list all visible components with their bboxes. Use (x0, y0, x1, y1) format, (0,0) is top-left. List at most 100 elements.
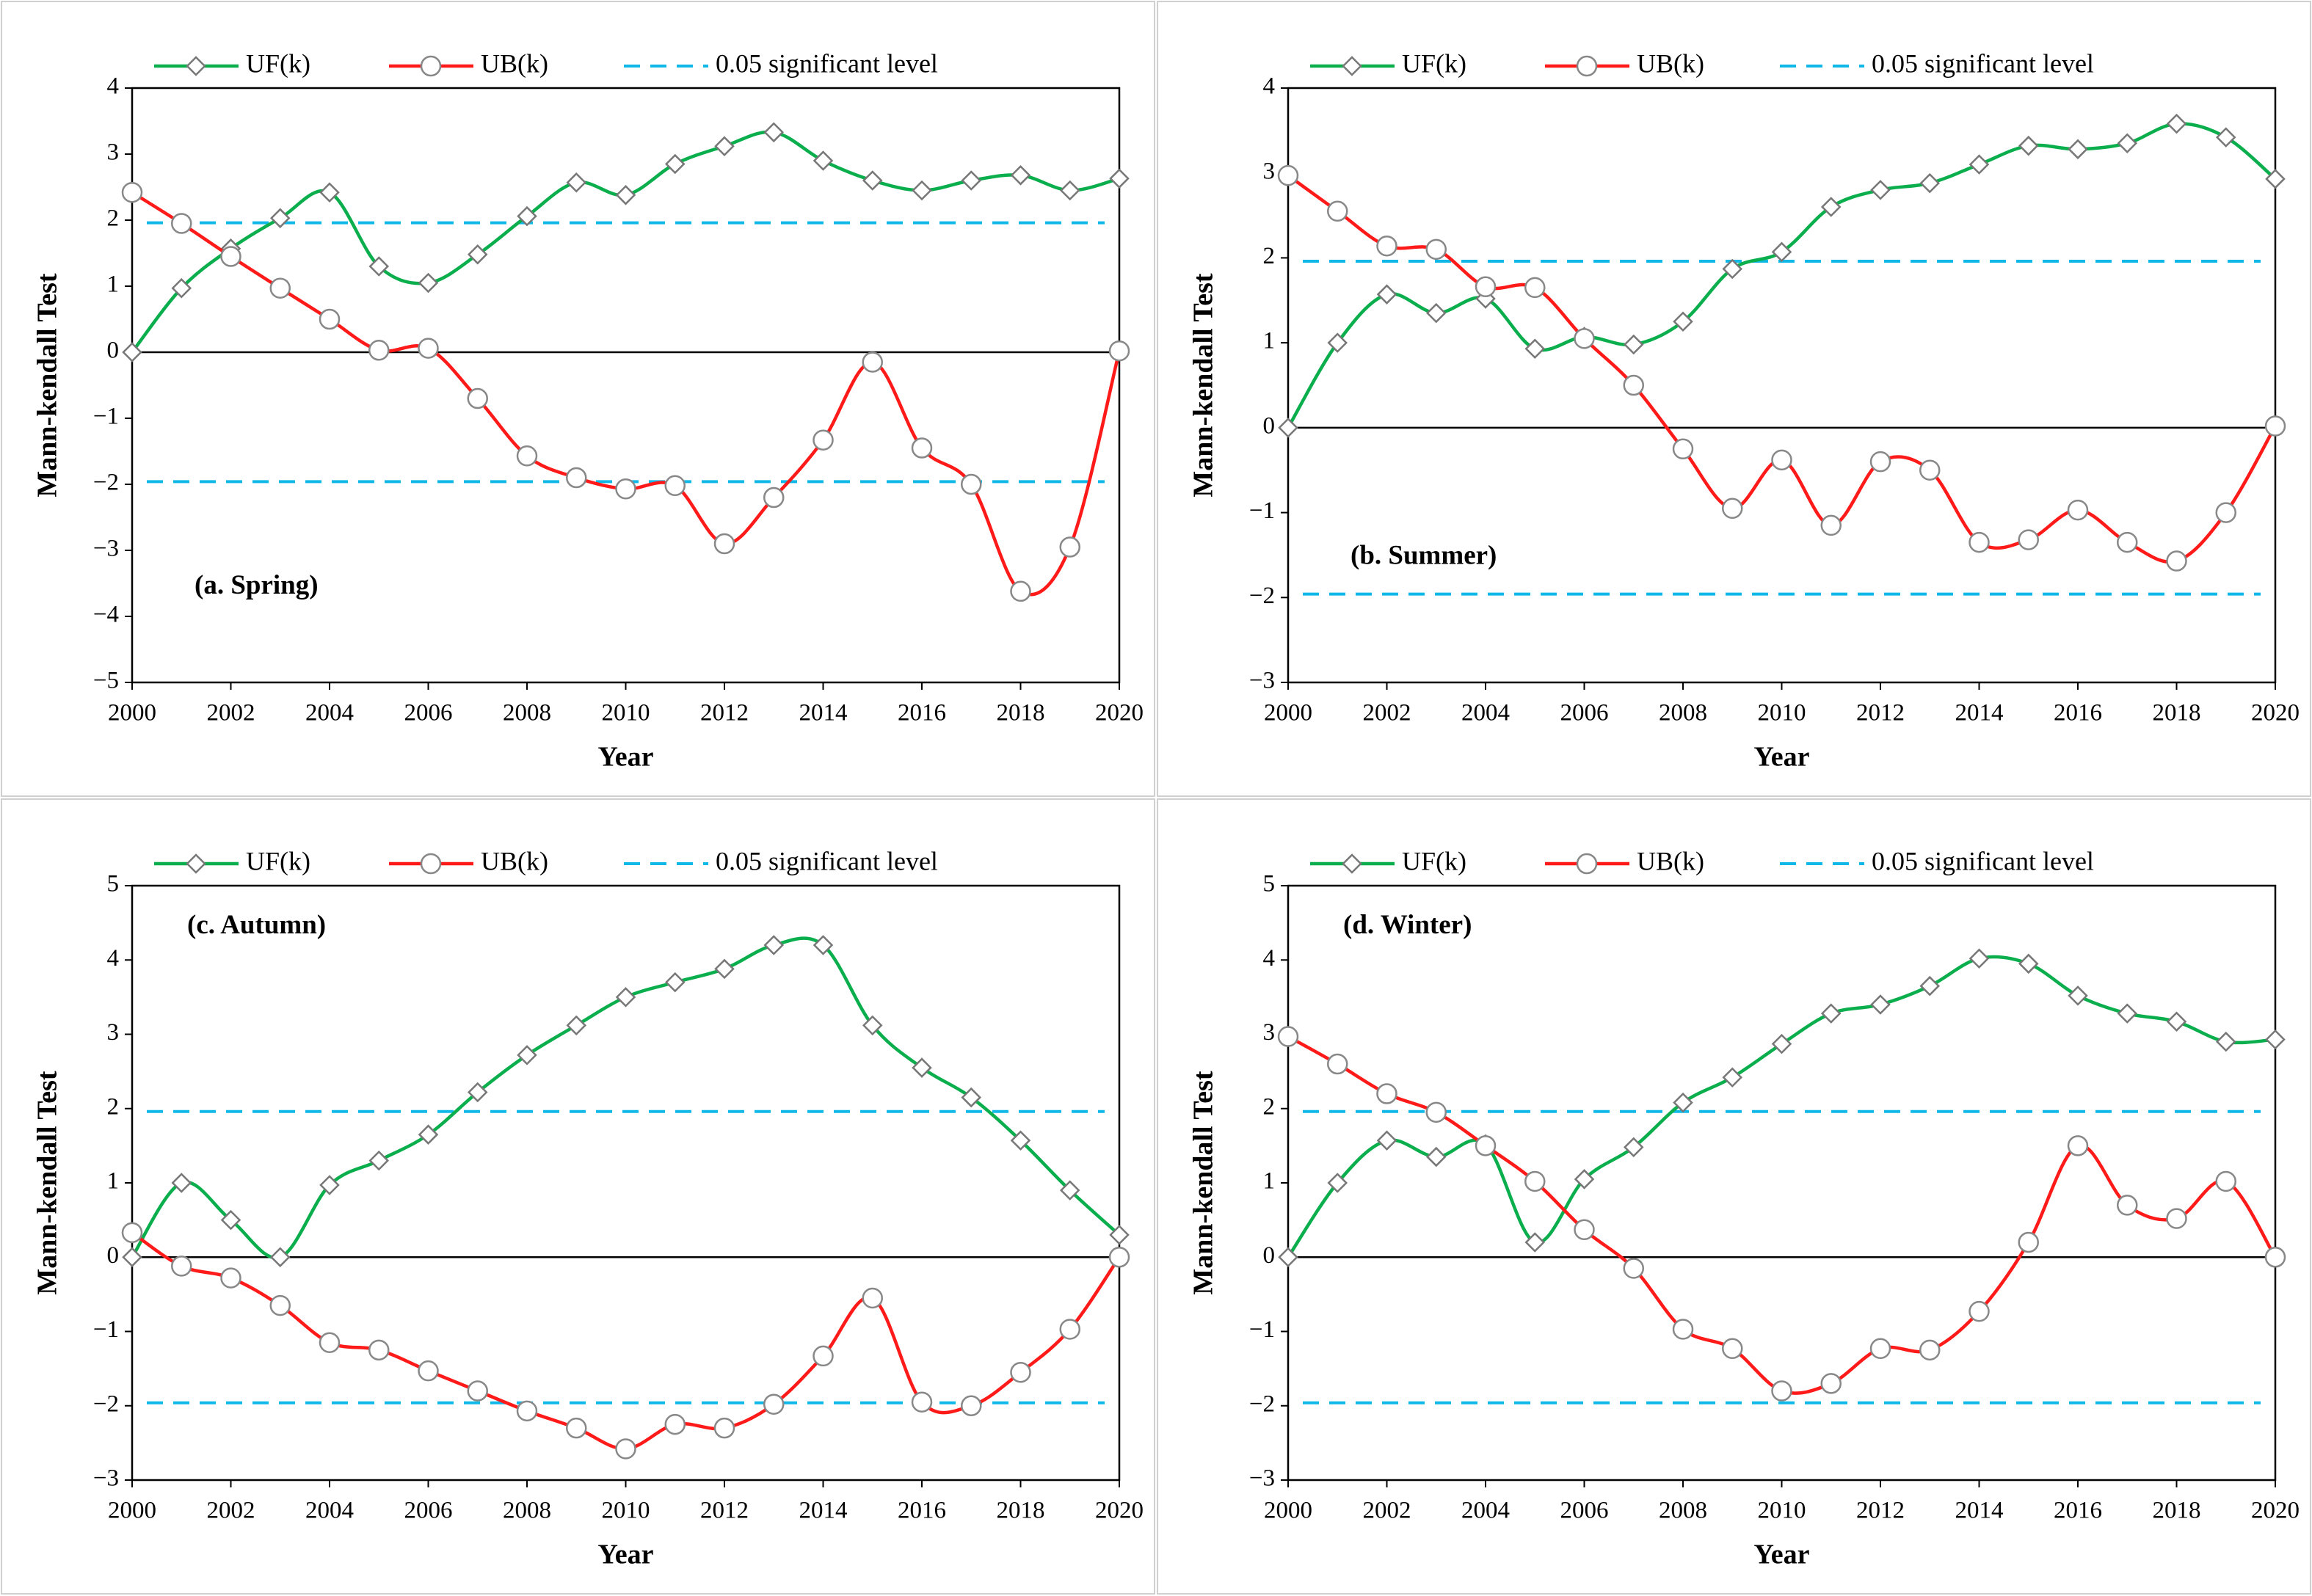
series-marker (122, 342, 142, 362)
series-marker (2166, 1011, 2187, 1032)
x-tick-label: 2002 (1363, 1498, 1411, 1524)
x-tick-label: 2016 (898, 1498, 946, 1524)
series-marker (368, 256, 390, 277)
legend-marker (1576, 55, 1598, 77)
y-axis-title: Mann-kendall Test (32, 1071, 63, 1294)
series-marker (1623, 1137, 1644, 1158)
series-marker (1108, 340, 1130, 362)
series-marker (467, 1380, 488, 1402)
series-marker (1524, 338, 1546, 360)
series-marker (566, 1015, 587, 1036)
x-tick-label: 2016 (898, 700, 946, 726)
series-marker (2265, 1029, 2286, 1050)
series-marker (813, 150, 834, 171)
panel-label: (c. Autumn) (187, 910, 326, 940)
series-marker (1969, 948, 1990, 969)
series-marker (664, 972, 686, 993)
plot-frame (131, 87, 1121, 684)
x-tick-label: 2008 (1659, 1498, 1707, 1524)
series-marker (911, 437, 933, 459)
series-marker (121, 1222, 143, 1244)
y-tick-label: 4 (1263, 73, 1276, 100)
x-tick-label: 2000 (108, 1498, 156, 1524)
series-marker (862, 1015, 883, 1036)
series-marker (2215, 1170, 2236, 1192)
y-tick-label: −4 (93, 602, 119, 628)
y-tick-label: 2 (1263, 243, 1276, 269)
plot-frame (1287, 884, 2277, 1482)
panel-border (1157, 798, 2311, 1595)
series-marker (1722, 258, 1743, 280)
x-tick-label: 2008 (503, 700, 551, 726)
series-marker (1376, 284, 1397, 305)
series-marker (961, 1087, 982, 1108)
x-tick-label: 2004 (305, 700, 354, 726)
series-marker (1327, 1053, 1348, 1075)
series-marker (269, 1294, 291, 1316)
series-marker (1109, 1225, 1130, 1245)
series-marker (2166, 113, 2187, 134)
y-tick-label: −2 (1249, 1391, 1275, 1417)
y-tick-label: −1 (1249, 1316, 1275, 1343)
series-marker (1108, 1247, 1130, 1268)
series-marker (319, 308, 341, 330)
panel-border (1157, 1, 2311, 797)
legend-marker (420, 853, 442, 875)
series-marker (517, 1045, 537, 1065)
series-marker (1277, 1026, 1299, 1047)
series-line (1287, 122, 2277, 429)
series-marker (664, 153, 686, 175)
x-tick-label: 2010 (1758, 700, 1806, 726)
x-tick-label: 2010 (1758, 1498, 1806, 1524)
x-tick-label: 2012 (700, 700, 749, 726)
series-marker (763, 1393, 785, 1415)
x-tick-label: 2004 (1461, 1498, 1510, 1524)
series-marker (862, 1287, 883, 1309)
x-tick-label: 2014 (799, 700, 848, 726)
series-marker (1376, 1083, 1397, 1104)
series-marker (1010, 580, 1031, 602)
series-marker (1969, 154, 1990, 175)
legend-label: UF(k) (1402, 846, 1466, 875)
x-tick-label: 2020 (2251, 1498, 2300, 1524)
x-tick-label: 2006 (404, 1498, 453, 1524)
series-marker (1376, 1130, 1397, 1151)
legend-marker (420, 55, 442, 77)
legend-marker (1342, 853, 1362, 874)
series-marker (269, 277, 291, 299)
series-marker (1820, 1373, 1842, 1394)
series-marker (1010, 165, 1031, 186)
y-tick-label: 1 (107, 272, 120, 298)
y-tick-label: 1 (1263, 328, 1276, 354)
series-marker (1672, 1319, 1694, 1340)
x-tick-label: 2018 (997, 700, 1045, 726)
x-tick-label: 2006 (1560, 1498, 1609, 1524)
panel: −3 −2 −1 0 1 2 3 4 5 2000 2002 2004 2006 2008 2010 2012… (1, 798, 1155, 1595)
series-marker (1059, 1319, 1080, 1340)
series-marker (566, 172, 587, 193)
legend-label: 0.05 significant level (716, 48, 938, 78)
x-tick-label: 2010 (602, 700, 650, 726)
series-marker (1673, 311, 1693, 332)
series-marker (813, 1345, 834, 1367)
series-marker (269, 208, 291, 229)
series-marker (2117, 1195, 2138, 1216)
legend-marker (186, 853, 206, 874)
series-marker (1327, 200, 1348, 222)
x-tick-label: 2000 (1264, 700, 1312, 726)
series-marker (2264, 415, 2286, 437)
panel: −5 −4 −3 −2 −1 0 1 2 3 4 2000 2002 2004 2006 2008 2010 2… (1, 1, 1155, 797)
series-marker (1277, 164, 1299, 186)
series-marker (615, 1438, 636, 1460)
series-marker (1475, 288, 1496, 309)
series-marker (1969, 1300, 1990, 1322)
series-marker (1919, 459, 1941, 481)
panel-label: (a. Spring) (195, 570, 319, 600)
series-marker (1869, 1338, 1891, 1360)
series-marker (1425, 302, 1447, 324)
series-marker (763, 935, 785, 955)
legend-label: 0.05 significant level (1872, 48, 2094, 78)
series-marker (1969, 531, 1990, 553)
series-marker (566, 467, 587, 489)
plot-frame (131, 884, 1121, 1482)
